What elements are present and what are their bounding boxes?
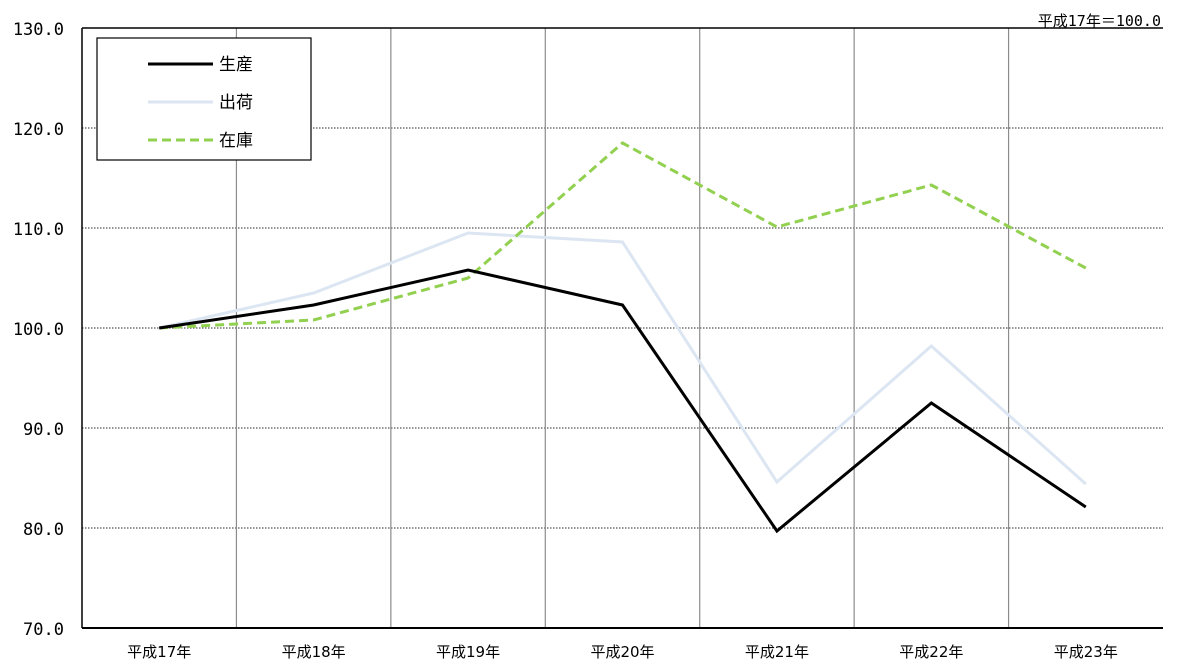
series-line [158,268,1087,534]
x-tick-label: 平成17年 [127,643,191,661]
y-tick-label: 80.0 [23,520,64,540]
x-tick-label: 平成19年 [436,643,500,661]
legend-box [96,37,312,161]
y-tick-label: 130.0 [13,20,64,40]
y-tick-label: 100.0 [13,320,64,340]
y-tick-label: 70.0 [23,620,64,640]
x-tick-label: 平成20年 [590,643,654,661]
series-line [159,141,1087,330]
y-tick-label: 90.0 [23,420,64,440]
base-year-note: 平成17年＝100.0 [1038,12,1161,30]
legend-label: 生産 [219,55,253,75]
x-tick-label: 平成18年 [282,643,346,661]
axes [81,27,1163,629]
y-tick-label: 120.0 [13,120,64,140]
legend-label: 出荷 [219,93,253,113]
x-tick-label: 平成21年 [745,643,809,661]
legend-label: 在庫 [219,131,253,151]
x-tick-label: 平成23年 [1054,643,1118,661]
y-axis-ticks: 70.0 80.0 90.0 100.0 110.0 120.0 130.0 [13,20,64,640]
y-tick-label: 110.0 [13,220,64,240]
series-layer [158,141,1087,534]
x-axis-ticks: 平成17年 平成18年 平成19年 平成20年 平成21年 平成22年 平成23年 [127,643,1118,661]
x-tick-label: 平成22年 [899,643,963,661]
series-line [158,231,1087,486]
